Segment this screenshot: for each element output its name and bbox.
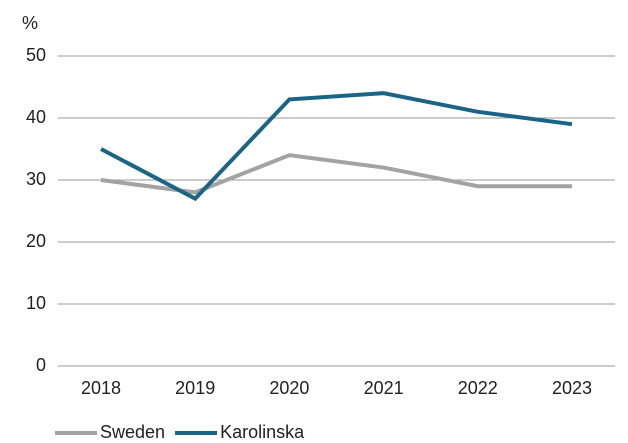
legend-label: Karolinska <box>220 422 305 442</box>
x-tick-label: 2022 <box>458 378 498 398</box>
y-tick-label: 10 <box>26 293 46 313</box>
x-tick-label: 2023 <box>552 378 592 398</box>
legend-label: Sweden <box>100 422 165 442</box>
y-tick-label: 30 <box>26 169 46 189</box>
x-tick-label: 2019 <box>175 378 215 398</box>
x-tick-label: 2020 <box>269 378 309 398</box>
y-axis-label: % <box>22 13 38 33</box>
y-tick-label: 20 <box>26 231 46 251</box>
x-tick-label: 2018 <box>81 378 121 398</box>
y-tick-label: 50 <box>26 45 46 65</box>
series-line <box>100 91 573 202</box>
x-tick-label: 2021 <box>364 378 404 398</box>
y-tick-label: 0 <box>36 355 46 375</box>
y-tick-label: 40 <box>26 107 46 127</box>
